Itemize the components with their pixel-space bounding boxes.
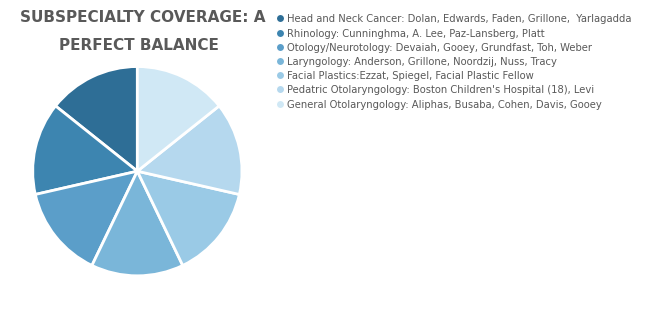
Text: SUBSPECIALTY COVERAGE: A: SUBSPECIALTY COVERAGE: A xyxy=(20,10,265,24)
Wedge shape xyxy=(137,67,219,171)
Wedge shape xyxy=(56,67,137,171)
Text: PERFECT BALANCE: PERFECT BALANCE xyxy=(59,38,218,53)
Wedge shape xyxy=(33,106,137,194)
Wedge shape xyxy=(92,171,182,276)
Wedge shape xyxy=(137,106,242,194)
Wedge shape xyxy=(137,171,239,265)
Wedge shape xyxy=(35,171,137,265)
Legend: Head and Neck Cancer: Dolan, Edwards, Faden, Grillone,  Yarlagadda, Rhinology: C: Head and Neck Cancer: Dolan, Edwards, Fa… xyxy=(275,11,635,113)
